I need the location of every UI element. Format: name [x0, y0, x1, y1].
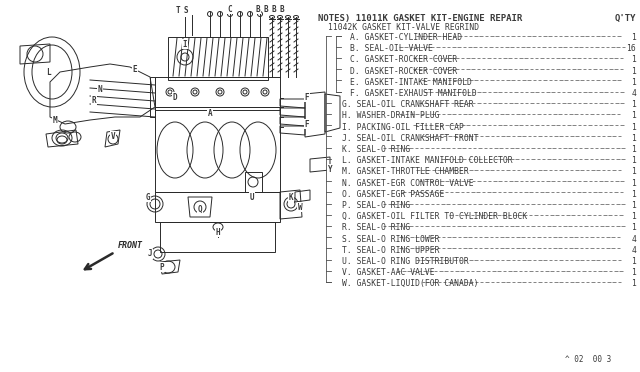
Text: G: G [146, 192, 150, 202]
Text: A. GASKET-CYLINDER HEAD: A. GASKET-CYLINDER HEAD [350, 33, 462, 42]
Text: ^ 02  00 3: ^ 02 00 3 [565, 355, 611, 364]
Text: R: R [92, 96, 96, 105]
Text: G. SEAL-OIL CRANKSHAFT REAR: G. SEAL-OIL CRANKSHAFT REAR [342, 100, 474, 109]
Text: 1: 1 [631, 201, 636, 210]
Text: 1: 1 [631, 100, 636, 109]
Text: 1: 1 [631, 179, 636, 187]
Text: U. SEAL-O RING DISTRIBUTOR: U. SEAL-O RING DISTRIBUTOR [342, 257, 468, 266]
Text: D. GASKET-ROCKER COVER: D. GASKET-ROCKER COVER [350, 67, 457, 76]
Text: Q: Q [198, 205, 202, 214]
Text: B: B [280, 4, 284, 13]
Text: P: P [160, 263, 164, 272]
Text: J: J [148, 250, 152, 259]
Text: I: I [182, 39, 188, 48]
Text: A: A [208, 109, 212, 118]
Text: R. SEAL-O RING: R. SEAL-O RING [342, 224, 410, 232]
Text: 1: 1 [631, 268, 636, 277]
Text: E. GASKET-INTAKE MANIFOLD: E. GASKET-INTAKE MANIFOLD [350, 78, 472, 87]
Text: 1: 1 [631, 224, 636, 232]
Text: W. GASKET-LIQUID(FOR CANADA): W. GASKET-LIQUID(FOR CANADA) [342, 279, 479, 288]
Text: 1: 1 [631, 279, 636, 288]
Text: B. SEAL-OIL VALVE: B. SEAL-OIL VALVE [350, 44, 433, 53]
Text: C: C [228, 4, 232, 13]
Text: F: F [305, 93, 309, 102]
Text: I. PACKING-OIL FILLER CAP: I. PACKING-OIL FILLER CAP [342, 123, 464, 132]
Text: 1: 1 [631, 257, 636, 266]
Text: 11042K GASKET KIT-VALVE REGRIND: 11042K GASKET KIT-VALVE REGRIND [328, 23, 479, 32]
Text: M: M [52, 115, 58, 125]
Text: 1: 1 [631, 78, 636, 87]
Text: S. SEAL-O RING LOWER: S. SEAL-O RING LOWER [342, 235, 440, 244]
Text: NOTES) 11011K GASKET KIT-ENGINE REPAIR: NOTES) 11011K GASKET KIT-ENGINE REPAIR [318, 14, 522, 23]
Text: O. GASKET-EGR PASSAGE: O. GASKET-EGR PASSAGE [342, 190, 444, 199]
Text: 1: 1 [631, 145, 636, 154]
Text: V. GASKET-AAC VALVE: V. GASKET-AAC VALVE [342, 268, 435, 277]
Text: 1: 1 [631, 111, 636, 121]
Text: S: S [184, 6, 188, 15]
Text: 1: 1 [631, 156, 636, 165]
Text: Y: Y [328, 164, 332, 173]
Text: D: D [173, 93, 177, 102]
Text: 16: 16 [627, 44, 636, 53]
Text: T. SEAL-O RING UPPER: T. SEAL-O RING UPPER [342, 246, 440, 255]
Text: 1: 1 [631, 55, 636, 64]
Text: FRONT: FRONT [118, 241, 143, 250]
Text: N: N [98, 84, 102, 93]
Text: J. SEAL-OIL CRANKSHAFT FRONT: J. SEAL-OIL CRANKSHAFT FRONT [342, 134, 479, 143]
Text: F: F [305, 119, 309, 128]
Text: K: K [289, 192, 293, 202]
Text: Q'TY: Q'TY [614, 14, 636, 23]
Text: 4: 4 [631, 246, 636, 255]
Text: B: B [272, 4, 276, 13]
Text: 1: 1 [631, 212, 636, 221]
Text: 1: 1 [631, 67, 636, 76]
Text: E: E [132, 64, 138, 74]
Text: P. SEAL-O RING: P. SEAL-O RING [342, 201, 410, 210]
Text: V: V [111, 131, 115, 141]
Text: U: U [250, 192, 254, 202]
Text: 1: 1 [631, 33, 636, 42]
Text: H: H [216, 228, 220, 237]
Text: T: T [176, 6, 180, 15]
Text: 1: 1 [631, 190, 636, 199]
Text: H. WASHER-DRAIN PLUG: H. WASHER-DRAIN PLUG [342, 111, 440, 121]
Text: 1: 1 [631, 167, 636, 176]
Text: W: W [298, 202, 302, 212]
Text: B: B [256, 4, 260, 13]
Text: 1: 1 [631, 123, 636, 132]
Text: N. GASKET-EGR CONTROL VALVE: N. GASKET-EGR CONTROL VALVE [342, 179, 474, 187]
Text: F. GASKET-EXHAUST MANIFOLD: F. GASKET-EXHAUST MANIFOLD [350, 89, 477, 98]
Text: 1: 1 [631, 134, 636, 143]
Text: C. GASKET-ROCKER COVER: C. GASKET-ROCKER COVER [350, 55, 457, 64]
Text: B: B [264, 4, 268, 13]
Text: L. GASKET-INTAKE MANIFOLD COLLECTOR: L. GASKET-INTAKE MANIFOLD COLLECTOR [342, 156, 513, 165]
Text: M. GASKET-THROTTLE CHAMBER: M. GASKET-THROTTLE CHAMBER [342, 167, 468, 176]
Text: 4: 4 [631, 235, 636, 244]
Text: 4: 4 [631, 89, 636, 98]
Text: L: L [45, 67, 51, 77]
Text: K. SEAL-O RING: K. SEAL-O RING [342, 145, 410, 154]
Text: Q. GASKET-OIL FILTER TO CYLINDER BLOCK: Q. GASKET-OIL FILTER TO CYLINDER BLOCK [342, 212, 527, 221]
